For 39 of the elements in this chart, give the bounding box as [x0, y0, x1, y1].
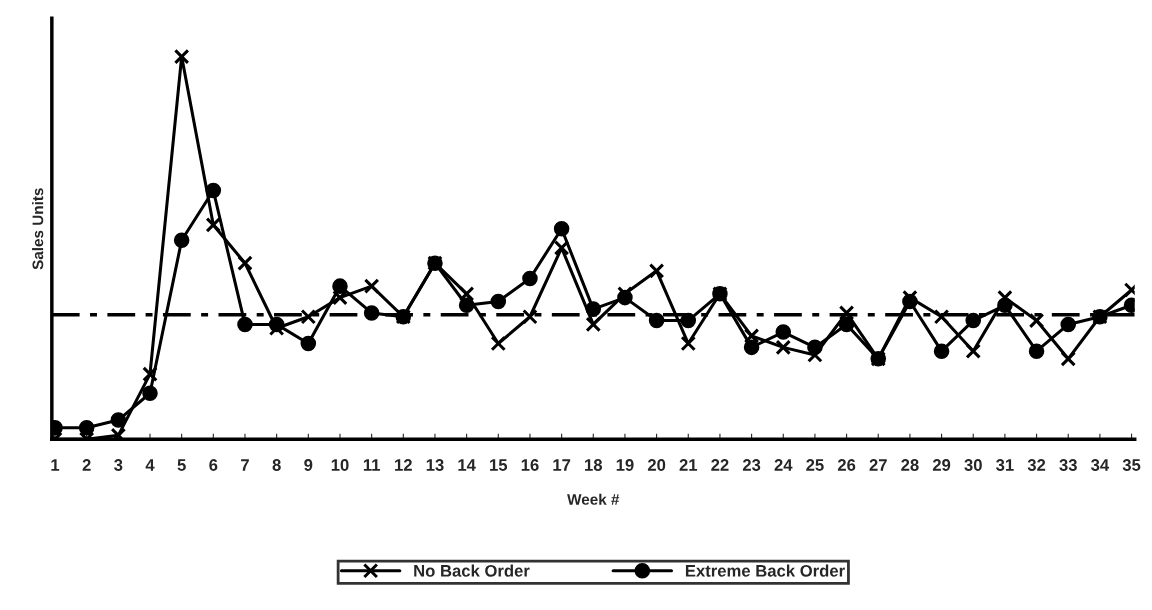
x-tick-label: 35	[1122, 459, 1141, 471]
x-tick-label: 15	[490, 459, 508, 471]
x-tick-label: 9	[304, 459, 313, 471]
x-tick-label: 10	[331, 459, 349, 471]
x-tick-label: 21	[679, 459, 698, 471]
x-tick-label: 3	[114, 459, 123, 471]
x-tick-label: 25	[806, 459, 824, 471]
x-tick-label: 12	[395, 459, 412, 471]
x-tick-label: 33	[1059, 459, 1077, 471]
x-tick-label: 14	[458, 459, 476, 471]
x-tick-label: 5	[177, 459, 186, 471]
x-tick-label: 19	[616, 459, 634, 471]
x-tick-label: 26	[837, 459, 856, 471]
legend-label: Extreme Back Order	[685, 564, 845, 577]
x-tick-label: 20	[647, 459, 666, 471]
x-tick-label: 22	[711, 459, 729, 471]
x-tick-label: 17	[553, 459, 571, 471]
x-tick-label: 1	[51, 459, 60, 471]
x-axis-title: Week #	[567, 493, 620, 505]
x-tick-label: 4	[145, 459, 155, 471]
x-tick-label: 24	[774, 459, 793, 471]
y-axis-title: Sales Units	[32, 188, 44, 270]
x-tick-label: 13	[426, 459, 444, 471]
x-tick-label: 16	[521, 459, 539, 471]
x-tick-label: 11	[363, 459, 380, 471]
x-tick-label: 29	[932, 459, 951, 471]
x-tick-label: 6	[209, 459, 218, 471]
x-tick-label: 32	[1027, 459, 1046, 471]
x-tick-label: 8	[272, 459, 281, 471]
x-tick-label: 34	[1091, 459, 1110, 471]
x-tick-label: 7	[241, 459, 249, 471]
x-tick-label: 31	[996, 459, 1014, 471]
x-tick-label: 23	[742, 459, 761, 471]
x-tick-label: 2	[82, 459, 91, 471]
legend-label: No Back Order	[414, 564, 530, 577]
x-tick-label: 27	[869, 459, 887, 471]
x-tick-label: 18	[585, 459, 603, 471]
x-tick-label: 30	[964, 459, 982, 471]
x-tick-label: 28	[901, 459, 919, 471]
